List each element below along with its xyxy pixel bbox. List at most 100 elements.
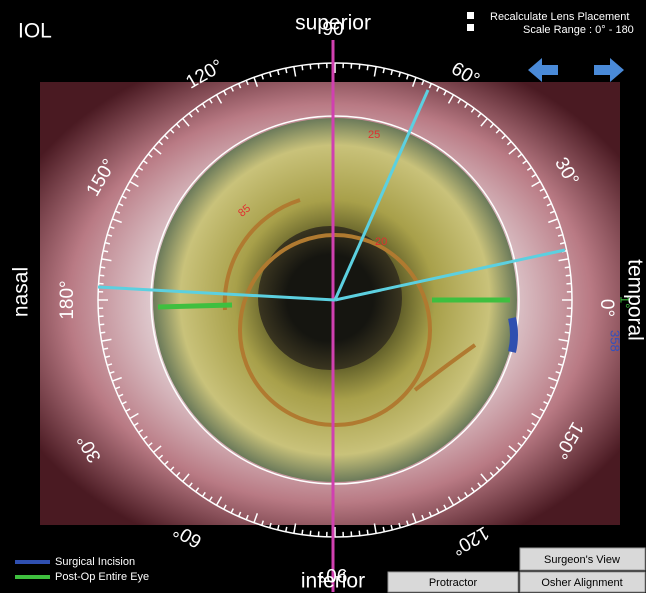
protractor-tick	[163, 460, 169, 466]
option-label[interactable]: Scale Range : 0° - 180	[523, 24, 634, 36]
protractor-tick	[443, 90, 447, 96]
protractor-tick	[559, 241, 566, 245]
protractor-tick	[125, 408, 131, 412]
marker-line	[334, 248, 566, 302]
protractor-tick	[470, 107, 475, 113]
button[interactable]: Osher Alignment	[519, 571, 646, 593]
protractor-tick	[175, 471, 181, 477]
protractor-tick	[158, 454, 164, 460]
protractor-tick	[223, 90, 227, 96]
protractor-tick	[99, 323, 105, 326]
rotate-left-button[interactable]	[528, 58, 558, 82]
protractor-tick	[522, 160, 528, 165]
protractor-tick	[129, 412, 139, 420]
protractor-tick	[539, 408, 545, 412]
protractor-tick	[195, 487, 200, 493]
protractor-tick	[103, 347, 109, 351]
button[interactable]: Surgeon's View	[519, 547, 646, 571]
degree-label: 180°	[57, 280, 78, 319]
option-label[interactable]: Recalculate Lens Placement	[490, 11, 629, 23]
button[interactable]: Protractor	[387, 571, 519, 593]
protractor-tick	[457, 496, 462, 502]
protractor-tick	[301, 529, 304, 535]
pupil	[258, 226, 402, 370]
protractor-tick	[188, 112, 193, 118]
button-label[interactable]: Protractor	[429, 577, 478, 589]
protractor-tick	[147, 153, 153, 158]
protractor-tick	[253, 77, 259, 87]
protractor-tick	[230, 86, 234, 92]
protractor-tick	[182, 473, 190, 483]
protractor-tick	[188, 482, 193, 488]
protractor-tick	[495, 128, 501, 134]
protractor-tick	[201, 491, 206, 497]
checkbox[interactable]	[467, 24, 474, 31]
protractor-tick	[112, 218, 122, 224]
protractor-tick	[489, 123, 495, 129]
protractor-tick	[114, 386, 121, 390]
degree-label: 0°	[596, 299, 617, 317]
legend-label: Surgical Incision	[55, 556, 135, 568]
protractor-tick	[526, 429, 532, 434]
limbus-ring	[150, 115, 520, 485]
button-label[interactable]: Osher Alignment	[541, 577, 622, 589]
protractor-tick	[284, 526, 288, 532]
protractor-tick	[506, 140, 512, 146]
checkbox[interactable]	[467, 12, 474, 19]
protractor-tick	[405, 520, 409, 526]
protractor-tick	[245, 79, 249, 86]
protractor-tick	[268, 522, 272, 529]
protractor-tick	[114, 210, 121, 214]
protractor-tick	[565, 274, 571, 277]
protractor-tick	[421, 79, 425, 86]
protractor-tick	[100, 331, 106, 334]
protractor-tick	[477, 482, 482, 488]
protractor-tick	[421, 514, 425, 521]
angle-label: 25	[368, 129, 380, 141]
protractor-tick	[548, 218, 558, 224]
protractor-tick	[517, 153, 523, 158]
protractor-tick	[549, 386, 556, 390]
protractor-tick	[546, 393, 552, 398]
protractor-tick	[121, 401, 127, 405]
protractor-tick	[100, 266, 106, 269]
protractor-tick	[158, 140, 164, 146]
protractor-tick	[215, 496, 223, 506]
protractor-tick	[142, 435, 148, 440]
protractor-tick	[309, 64, 312, 70]
protractor-tick	[276, 524, 280, 531]
post-op-marker	[157, 302, 233, 310]
protractor-tick	[366, 65, 369, 71]
protractor-tick	[138, 166, 144, 171]
protractor-tick	[163, 134, 169, 140]
protractor-tick	[539, 188, 545, 192]
protractor-tick	[531, 412, 541, 420]
protractor-tick	[558, 338, 569, 342]
protractor-tick	[390, 524, 394, 531]
protractor-tick	[470, 487, 475, 493]
protractor-tick	[561, 347, 567, 351]
protractor-tick	[382, 68, 386, 74]
protractor-tick	[411, 513, 417, 523]
protractor-tick	[480, 473, 488, 483]
rotate-right-button[interactable]	[594, 58, 624, 82]
protractor-tick	[109, 226, 115, 230]
protractor-tick	[373, 523, 377, 534]
protractor-tick	[477, 112, 482, 118]
protractor-tick	[543, 195, 549, 199]
protractor-tick	[358, 64, 361, 70]
protractor-tick	[133, 173, 139, 178]
orientation-label: temporal	[623, 259, 646, 341]
protractor-tick	[182, 117, 190, 127]
protractor-tick	[276, 69, 280, 76]
button-label[interactable]: Surgeon's View	[544, 554, 620, 566]
protractor-tick	[546, 202, 552, 207]
orientation-label: nasal	[10, 267, 33, 317]
protractor-tick	[390, 69, 394, 76]
protractor-tick	[223, 504, 227, 510]
protractor-tick	[480, 117, 488, 127]
angle-label: 1°	[618, 296, 633, 308]
protractor-tick	[555, 370, 561, 374]
lens-haptic	[222, 198, 477, 392]
